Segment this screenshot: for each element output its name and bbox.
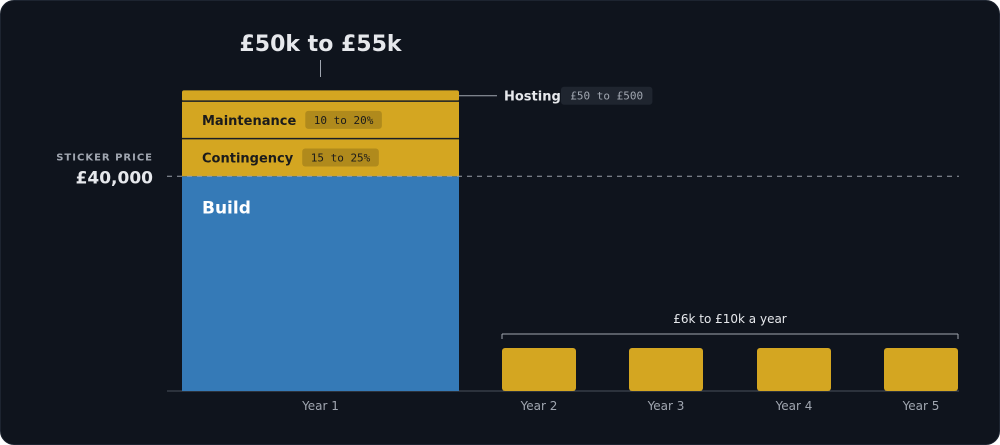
contingency-range-badge xyxy=(302,148,379,167)
maintenance-label: Maintenance xyxy=(202,114,296,129)
chart-title: £50k to £55k xyxy=(239,32,402,57)
sticker-price-label: STICKER PRICE xyxy=(56,152,153,163)
bar-year-5 xyxy=(884,348,958,391)
hosting-range-badge xyxy=(561,86,653,105)
year1-bar-build xyxy=(182,176,459,391)
later-years-annotation: £6k to £10k a year xyxy=(673,312,787,326)
build-label: Build xyxy=(202,198,251,218)
maintenance-range-badge xyxy=(305,110,382,129)
contingency-label: Contingency xyxy=(202,151,294,166)
x-tick-label: Year 2 xyxy=(520,399,558,413)
contingency-range-text: 15 to 25% xyxy=(311,151,371,164)
x-tick-label: Year 1 xyxy=(301,399,339,413)
hosting-label: Hosting xyxy=(504,90,561,105)
year1-bar-hosting xyxy=(182,90,459,102)
bar-year-4 xyxy=(757,348,831,391)
x-tick-label: Year 3 xyxy=(647,399,685,413)
bar-year-3 xyxy=(629,348,703,391)
x-tick-label: Year 5 xyxy=(902,399,940,413)
maintenance-range-text: 10 to 20% xyxy=(314,114,374,127)
sticker-price-value: £40,000 xyxy=(76,168,154,188)
x-tick-label: Year 4 xyxy=(775,399,813,413)
bar-year-2 xyxy=(502,348,576,391)
hosting-range-text: £50 to £500 xyxy=(570,90,643,103)
